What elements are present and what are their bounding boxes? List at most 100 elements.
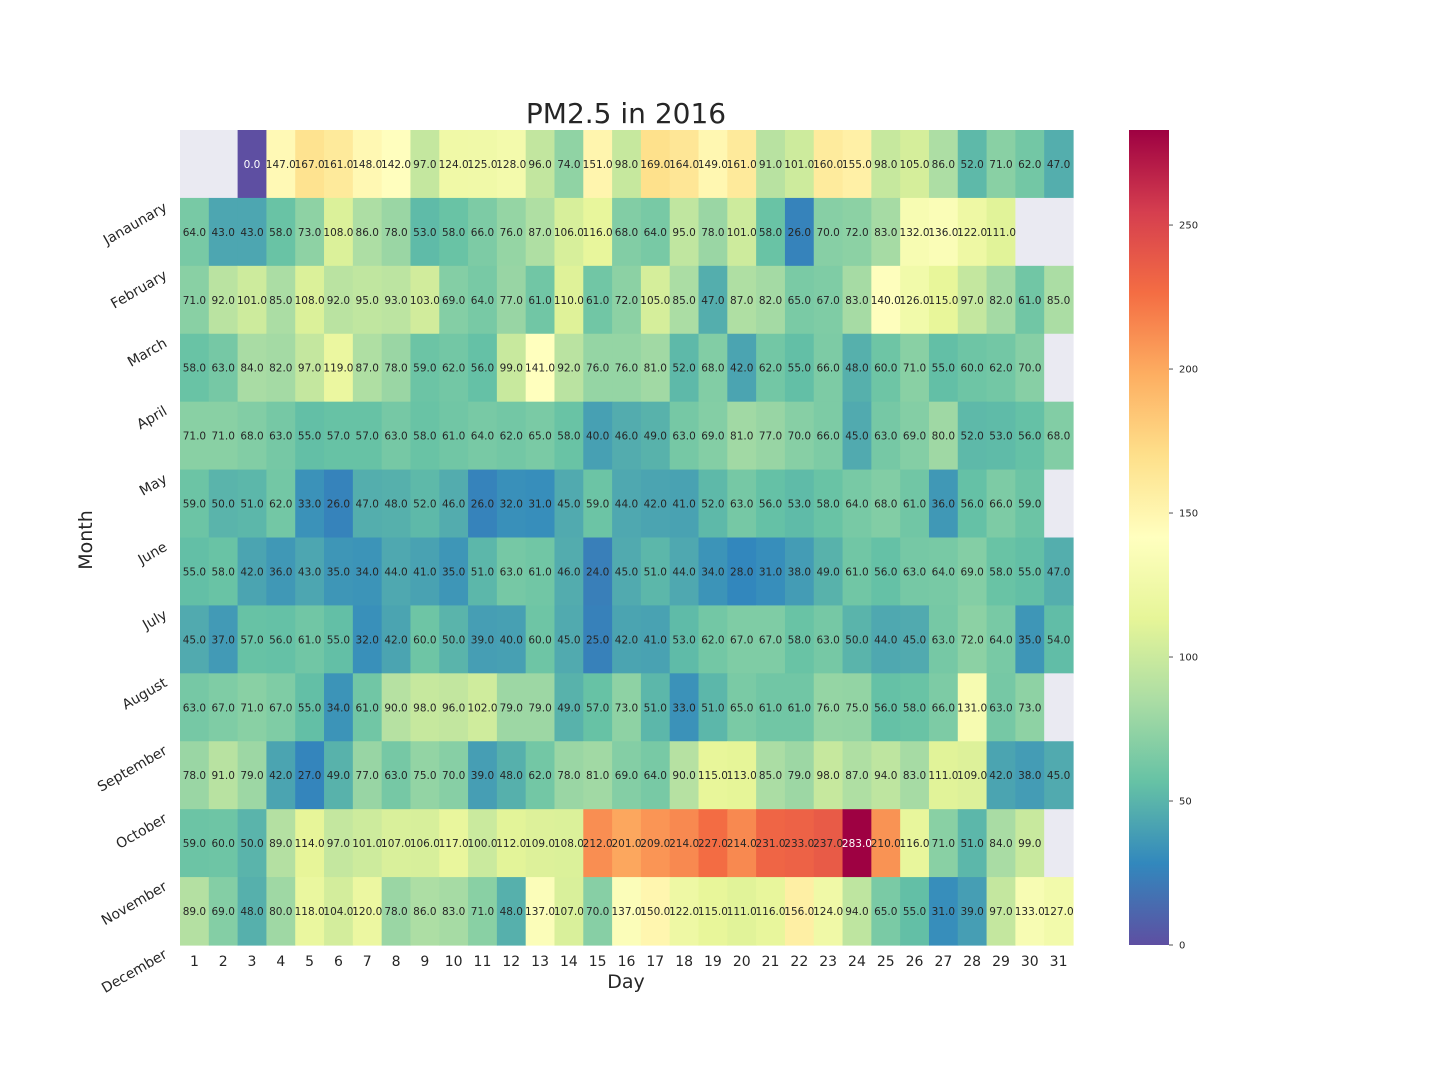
- cell-value-label: 62.0: [759, 363, 782, 375]
- heatmap-cell: [727, 605, 757, 674]
- cell-value-label: 77.0: [500, 295, 523, 307]
- heatmap-cell: [813, 469, 844, 539]
- heatmap-cell: [583, 197, 613, 267]
- heatmap-cell: [784, 401, 815, 471]
- x-tick-labels: 1 2 3 4 5 6 7 8 9 10 11 12 13 14 15 16 17 18 19 20 21 22 23 24 2…: [190, 954, 1068, 970]
- y-tick-label: March: [125, 335, 170, 370]
- heatmap-cell: [439, 197, 469, 267]
- cell-value-label: 66.0: [932, 702, 955, 714]
- heatmap-cell: [1015, 197, 1045, 267]
- cell-value-label: 69.0: [212, 906, 235, 918]
- y-tick-label: December: [99, 946, 170, 996]
- heatmap-cell: [727, 809, 757, 878]
- x-tick-label: 17: [646, 954, 664, 970]
- heatmap-cell: [957, 197, 988, 267]
- cell-value-label: 42.0: [240, 566, 263, 578]
- cell-value-label: 61.0: [298, 634, 321, 646]
- cell-value-label: 102.0: [467, 702, 497, 714]
- heatmap-cell: [842, 741, 872, 810]
- cell-value-label: 132.0: [900, 227, 930, 239]
- heatmap-cell: [208, 265, 239, 335]
- heatmap-cell: [468, 877, 498, 946]
- heatmap-cell: [669, 197, 700, 267]
- heatmap-cell: [669, 130, 700, 199]
- cell-value-label: 122.0: [957, 227, 987, 239]
- heatmap-cell: [554, 333, 584, 403]
- heatmap-cell: [496, 673, 527, 742]
- cell-value-label: 49.0: [644, 431, 667, 443]
- heatmap-cell: [468, 537, 498, 607]
- heatmap-cell: [237, 333, 268, 403]
- cell-value-label: 97.0: [327, 838, 350, 850]
- heatmap-cell: [727, 673, 757, 742]
- cell-value-label: 34.0: [327, 702, 350, 714]
- cell-value-label: 214.0: [669, 838, 699, 850]
- cell-value-label: 99.0: [1018, 838, 1041, 850]
- cell-value-label: 96.0: [528, 159, 551, 171]
- cell-value-label: 36.0: [932, 499, 955, 511]
- cell-value-label: 72.0: [960, 634, 983, 646]
- heatmap-cell: [352, 401, 383, 471]
- heatmap-cell: [957, 333, 988, 403]
- cell-value-label: 87.0: [356, 363, 379, 375]
- cell-value-label: 71.0: [183, 295, 206, 307]
- heatmap-cell: [410, 130, 440, 199]
- cell-value-label: 64.0: [644, 227, 667, 239]
- cell-value-label: 117.0: [439, 838, 469, 850]
- heatmap-cell: [640, 537, 671, 607]
- heatmap-cell: [900, 197, 930, 267]
- cell-value-label: 78.0: [701, 227, 724, 239]
- heatmap-cell: [180, 741, 210, 810]
- cell-value-label: 61.0: [1018, 295, 1041, 307]
- cell-value-label: 28.0: [730, 566, 753, 578]
- heatmap-cell: [583, 809, 613, 878]
- cell-value-label: 58.0: [903, 702, 926, 714]
- cell-value-label: 115.0: [698, 770, 728, 782]
- colorbar: [1129, 130, 1169, 945]
- cell-value-label: 62.0: [528, 770, 551, 782]
- heatmap-cell: [410, 265, 440, 335]
- heatmap-cell: [266, 673, 296, 742]
- cell-value-label: 48.0: [384, 499, 407, 511]
- cell-value-label: 73.0: [1018, 702, 1041, 714]
- cell-value-label: 92.0: [327, 295, 350, 307]
- cell-value-label: 48.0: [500, 770, 523, 782]
- heatmap-cell: [266, 605, 296, 674]
- colorbar-tick-label: 0: [1179, 941, 1185, 952]
- heatmap-cell: [842, 197, 872, 267]
- cell-value-label: 52.0: [672, 363, 695, 375]
- heatmap-cell: [784, 877, 815, 946]
- cell-value-label: 148.0: [352, 159, 382, 171]
- cell-value-label: 128.0: [496, 159, 526, 171]
- cell-value-label: 98.0: [615, 159, 638, 171]
- cell-value-label: 92.0: [557, 363, 580, 375]
- heatmap-cell: [900, 333, 930, 403]
- cell-value-label: 106.0: [410, 838, 440, 850]
- heatmap-cell: [1044, 265, 1074, 335]
- cell-value-label: 66.0: [816, 363, 839, 375]
- heatmap-cell: [813, 197, 844, 267]
- cell-value-label: 45.0: [557, 634, 580, 646]
- heatmap-cell: [727, 877, 757, 946]
- cell-value-label: 33.0: [672, 702, 695, 714]
- heatmap-cell: [698, 333, 728, 403]
- cell-value-label: 209.0: [640, 838, 670, 850]
- heatmap-cell: [410, 877, 440, 946]
- heatmap-cell: [208, 401, 239, 471]
- cell-value-label: 51.0: [471, 566, 494, 578]
- cell-value-label: 46.0: [557, 566, 580, 578]
- heatmap-cell: [381, 197, 412, 267]
- cell-value-label: 87.0: [528, 227, 551, 239]
- y-tick-label: April: [134, 403, 170, 433]
- heatmap-cell: [986, 401, 1016, 471]
- heatmap-cell: [208, 197, 239, 267]
- heatmap-cell: [381, 333, 412, 403]
- heatmap-cell: [928, 197, 959, 267]
- cell-value-label: 36.0: [269, 566, 292, 578]
- cell-value-label: 161.0: [323, 159, 353, 171]
- heatmap-cell: [1015, 673, 1045, 742]
- cell-value-label: 161.0: [727, 159, 757, 171]
- cell-value-label: 68.0: [615, 227, 638, 239]
- cell-value-label: 62.0: [701, 634, 724, 646]
- x-tick-label: 15: [589, 954, 607, 970]
